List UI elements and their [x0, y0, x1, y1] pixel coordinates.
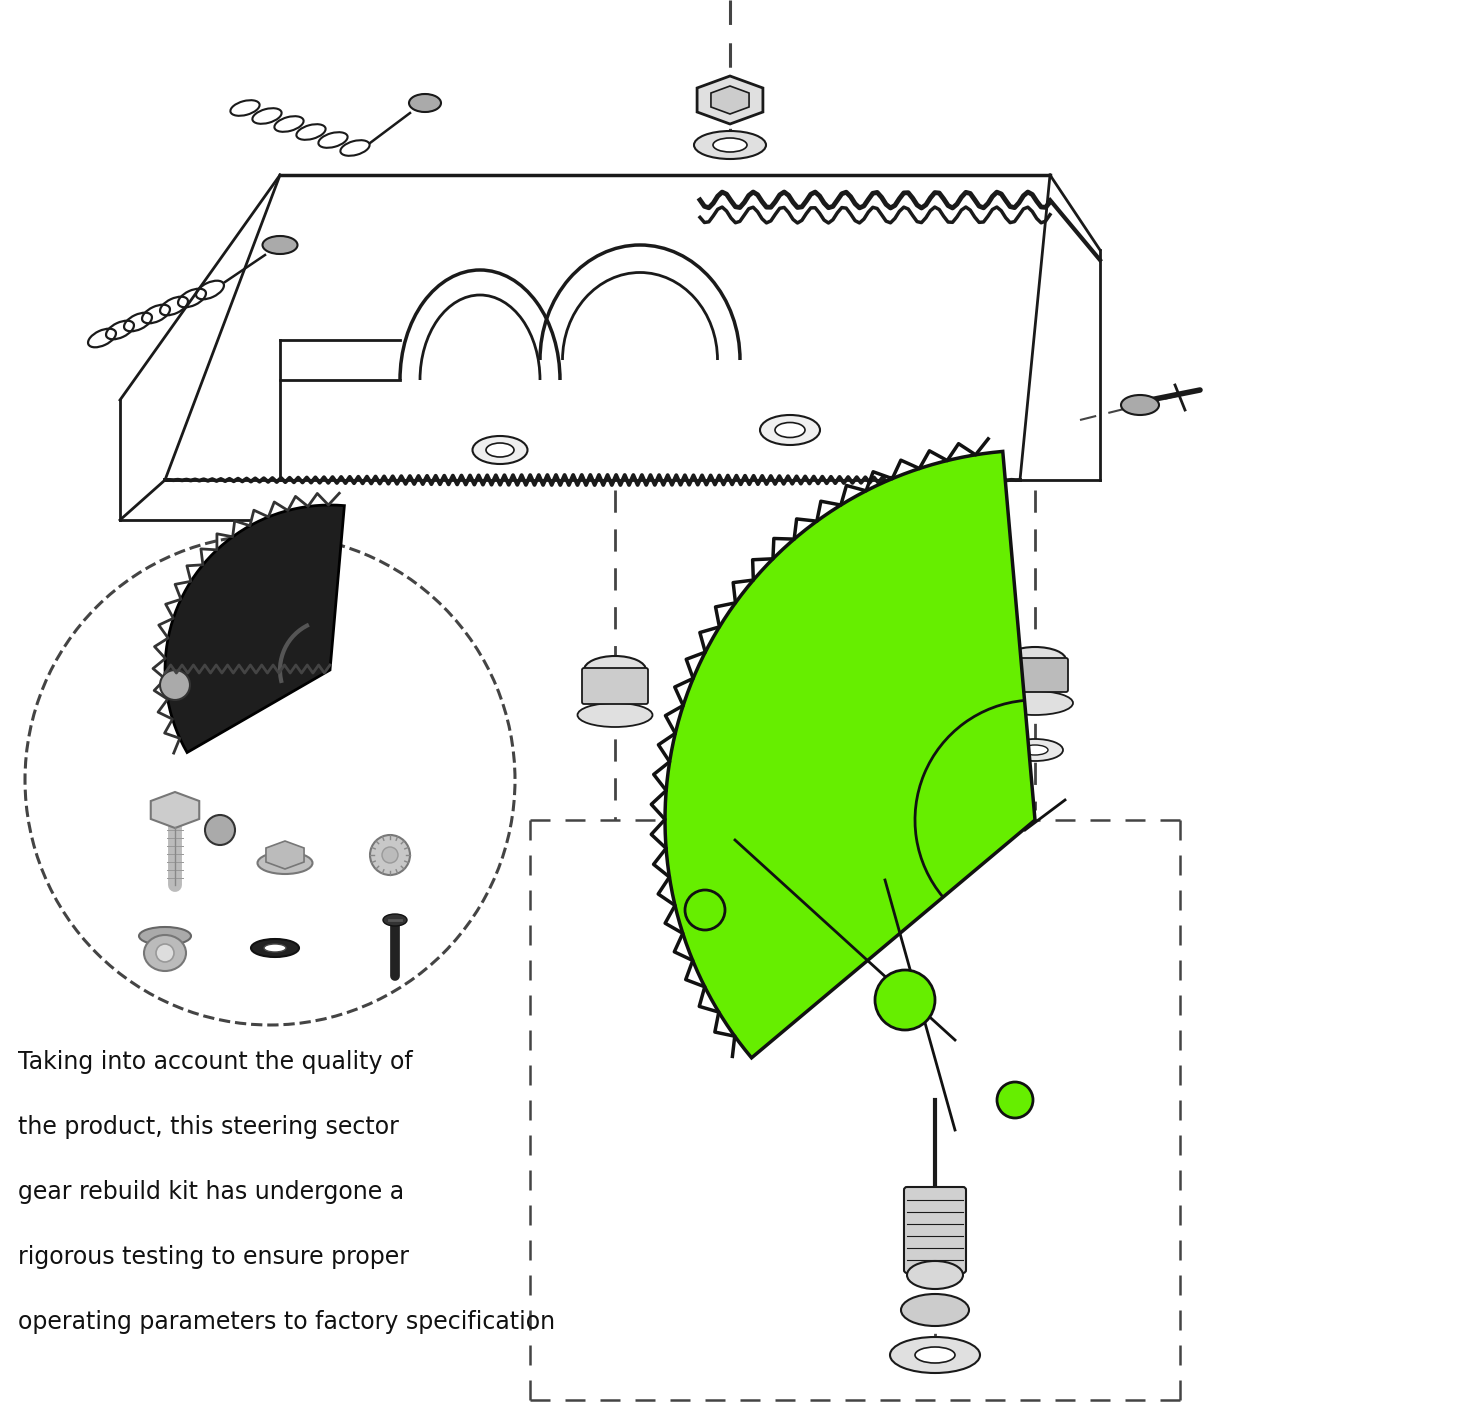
Ellipse shape — [895, 753, 924, 766]
Ellipse shape — [143, 935, 186, 971]
Ellipse shape — [997, 691, 1072, 715]
Polygon shape — [166, 505, 345, 752]
Ellipse shape — [1004, 647, 1066, 673]
Ellipse shape — [775, 423, 805, 437]
Circle shape — [160, 670, 189, 700]
Ellipse shape — [694, 131, 766, 159]
FancyBboxPatch shape — [877, 658, 944, 694]
Ellipse shape — [251, 939, 299, 956]
Polygon shape — [711, 87, 748, 114]
Circle shape — [876, 971, 935, 1030]
Ellipse shape — [263, 944, 285, 952]
Ellipse shape — [1022, 745, 1049, 755]
FancyBboxPatch shape — [1001, 658, 1068, 692]
Polygon shape — [266, 841, 305, 868]
Ellipse shape — [370, 834, 410, 876]
Text: the product, this steering sector: the product, this steering sector — [18, 1115, 399, 1139]
Ellipse shape — [577, 702, 652, 727]
Ellipse shape — [382, 847, 398, 863]
Circle shape — [685, 890, 725, 929]
Ellipse shape — [1007, 739, 1063, 761]
Ellipse shape — [1121, 394, 1160, 414]
Ellipse shape — [472, 436, 528, 464]
Polygon shape — [697, 77, 763, 123]
Text: Taking into account the quality of: Taking into account the quality of — [18, 1050, 413, 1074]
Polygon shape — [151, 792, 200, 829]
Ellipse shape — [257, 851, 312, 874]
Circle shape — [997, 1083, 1032, 1118]
Ellipse shape — [877, 748, 942, 772]
Ellipse shape — [916, 1347, 955, 1364]
Text: rigorous testing to ensure proper: rigorous testing to ensure proper — [18, 1244, 410, 1269]
Ellipse shape — [410, 94, 441, 112]
Ellipse shape — [873, 692, 948, 717]
Text: gear rebuild kit has undergone a: gear rebuild kit has undergone a — [18, 1181, 404, 1203]
Ellipse shape — [713, 138, 747, 152]
Polygon shape — [666, 451, 1035, 1057]
Ellipse shape — [907, 1261, 963, 1288]
FancyBboxPatch shape — [904, 1188, 966, 1273]
Ellipse shape — [262, 236, 297, 254]
Ellipse shape — [383, 914, 407, 927]
Ellipse shape — [155, 944, 175, 962]
Ellipse shape — [901, 1294, 969, 1325]
Ellipse shape — [584, 656, 646, 684]
FancyBboxPatch shape — [583, 668, 648, 704]
Text: operating parameters to factory specification: operating parameters to factory specific… — [18, 1310, 555, 1334]
Ellipse shape — [139, 927, 191, 945]
Ellipse shape — [487, 443, 515, 457]
Ellipse shape — [879, 646, 941, 674]
Circle shape — [206, 815, 235, 844]
Ellipse shape — [890, 1337, 981, 1374]
Ellipse shape — [760, 414, 819, 446]
